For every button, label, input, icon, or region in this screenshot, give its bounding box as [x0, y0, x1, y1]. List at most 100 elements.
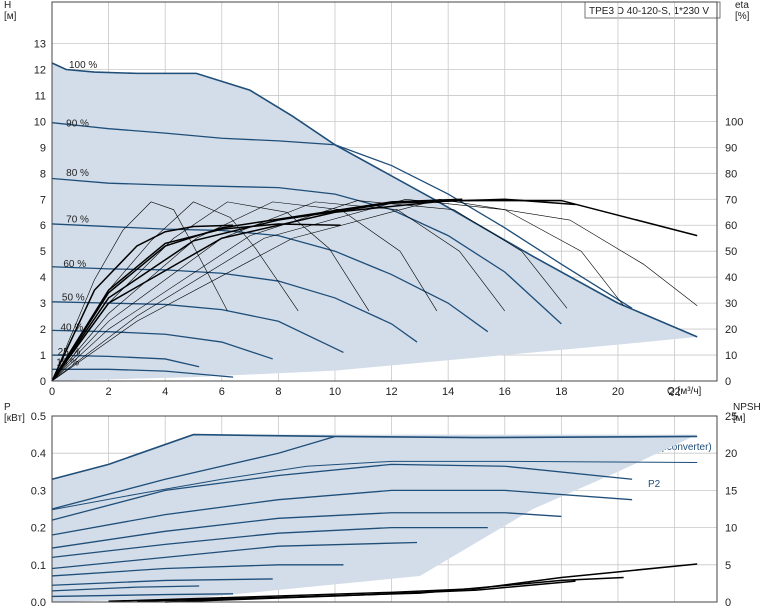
speed-label: 90 % [66, 119, 89, 130]
y2-tick-label: 30 [725, 298, 737, 310]
head-curve [51, 62, 698, 338]
head-curve [51, 177, 562, 325]
eta-arc [51, 198, 698, 382]
power-curve [51, 593, 234, 598]
x-tick-label: 2 [106, 386, 112, 398]
y-tick-label: 0.5 [31, 411, 46, 423]
power-curve [51, 541, 418, 570]
head-curve [51, 329, 273, 360]
y2-tick-label: 10 [725, 350, 737, 362]
y2-tick-label: 15 [725, 485, 737, 497]
lower-frame [51, 415, 718, 603]
y-tick-label: 0.4 [31, 448, 46, 460]
x-axis-label: Q [м³/ч] [667, 386, 702, 397]
speed-label: 60 % [63, 259, 86, 270]
y-tick-label: 0.2 [31, 523, 46, 535]
eta-arc [51, 200, 568, 382]
y-tick-label: 9 [40, 142, 46, 154]
p1-curve [51, 433, 698, 481]
eta-arc [51, 201, 438, 382]
operating-area [52, 63, 698, 382]
p2-curve [51, 460, 698, 511]
y2-tick-label: 25 [725, 411, 737, 423]
y-tick-label: 12 [34, 64, 46, 76]
eta-curve [51, 199, 698, 382]
power-operating-area [52, 434, 698, 602]
power-curve [51, 578, 273, 586]
y-tick-label: 8 [40, 168, 46, 180]
power-curve [51, 512, 562, 549]
head-curve [51, 354, 200, 368]
head-curve [51, 122, 633, 309]
eta-curve [51, 198, 576, 382]
x-tick-label: 12 [385, 386, 397, 398]
head-curve [51, 301, 344, 354]
head-curve [51, 266, 418, 343]
x-tick-label: 22 [668, 386, 680, 398]
lower-y2-label: NPSH [м] [733, 402, 761, 424]
lower-plot: 0.0 0.1 0.2 0.3 0.4 0.5 0 5 10 15 20 25 [31, 411, 738, 609]
y-tick-label: 0.1 [31, 560, 46, 572]
y2-tick-label: 40 [725, 272, 737, 284]
upper-frame [51, 1, 718, 382]
speed-label: 70 % [66, 215, 89, 226]
speed-label: 50 % [62, 293, 85, 304]
eta-arc [51, 201, 228, 382]
p2-label: P2 [648, 479, 661, 490]
lower-y-label: P [кВт] [4, 402, 25, 424]
y-tick-label: 1 [40, 350, 46, 362]
y2-tick-label: 80 [725, 168, 737, 180]
chart-title: TPE3 D 40-120-S, 1*230 V [589, 6, 709, 17]
x-tick-label: 14 [442, 386, 454, 398]
y-tick-label: 0 [40, 376, 46, 388]
power-curve [51, 489, 633, 536]
power-curve [51, 526, 488, 559]
speed-label: 15 % [56, 357, 79, 368]
x-tick-label: 16 [499, 386, 511, 398]
y2-tick-label: 100 [725, 116, 743, 128]
y2-tick-label: 70 [725, 194, 737, 206]
power-curve [51, 585, 200, 592]
y-tick-label: 6 [40, 220, 46, 232]
y2-tick-label: 0 [725, 376, 731, 388]
x-tick-label: 0 [49, 386, 55, 398]
x-tick-label: 10 [329, 386, 341, 398]
y-tick-label: 3 [40, 298, 46, 310]
head-curve [51, 223, 489, 333]
y-tick-label: 10 [34, 116, 46, 128]
y-tick-label: 0.3 [31, 485, 46, 497]
x-tick-label: 8 [275, 386, 281, 398]
y2-tick-label: 60 [725, 220, 737, 232]
upper-y-label: H [м] [4, 0, 17, 22]
y2-tick-label: 20 [725, 324, 737, 336]
eta-curve [51, 224, 234, 382]
y-tick-label: 11 [35, 90, 46, 102]
x-tick-label: 20 [612, 386, 624, 398]
x-tick-label: 4 [162, 386, 168, 398]
y2-tick-label: 90 [725, 142, 737, 154]
y2-tick-label: 0 [725, 597, 731, 609]
x-tick-label: 18 [555, 386, 567, 398]
y-tick-label: 0.0 [31, 597, 46, 609]
speed-label: 100 % [69, 60, 97, 71]
npsh-curve [165, 580, 576, 603]
y2-tick-label: 50 [725, 246, 737, 258]
power-curve [51, 435, 336, 510]
eta-arc [51, 201, 506, 382]
y-tick-label: 5 [40, 246, 46, 258]
speed-label: 40 % [60, 322, 83, 333]
y2-tick-label: 20 [725, 448, 737, 460]
y-tick-label: 7 [40, 194, 46, 206]
y2-tick-label: 10 [725, 523, 737, 535]
power-curve [51, 463, 633, 521]
eta-curve [51, 198, 463, 382]
eta-arc [51, 198, 624, 382]
power-curve [51, 564, 344, 577]
upper-y2-label: eta [%] [735, 0, 750, 22]
upper-plot: 0 2 4 6 8 10 12 14 16 18 20 22012345678910111213010… [34, 1, 743, 398]
x-tick-label: 6 [219, 386, 225, 398]
head-curve [52, 368, 234, 378]
y-tick-label: 13 [34, 39, 46, 51]
